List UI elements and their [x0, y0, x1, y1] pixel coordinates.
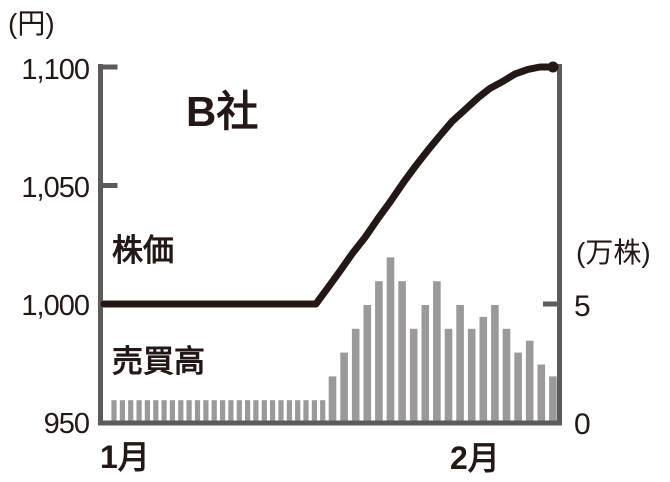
volume-bars: [111, 257, 557, 424]
volume-bar: [433, 281, 441, 424]
y-tick-label-1000: 1,000: [21, 290, 89, 322]
volume-bar: [111, 400, 117, 424]
volume-bar: [386, 257, 395, 424]
volume-bar: [253, 400, 259, 424]
price-series-label: 株価: [112, 233, 174, 268]
volume-bar: [153, 400, 159, 424]
chart-title: B社: [186, 88, 258, 135]
y-tick-label-950: 950: [44, 408, 89, 440]
volume-bar: [491, 305, 499, 424]
volume-bar: [311, 400, 317, 424]
volume-bar: [278, 400, 284, 424]
right-tick-label-5: 5: [574, 290, 591, 323]
price-line-end-dot: [547, 61, 559, 73]
volume-bar: [211, 400, 217, 424]
yen-unit-label: (円): [8, 8, 55, 39]
volume-series-label: 売買高: [112, 344, 205, 379]
volume-bar: [186, 400, 192, 424]
volume-bar: [203, 400, 209, 424]
volume-bar: [220, 400, 226, 424]
volume-bar: [295, 400, 301, 424]
volume-bar: [467, 328, 476, 424]
volume-bar: [375, 281, 383, 424]
volume-bar: [351, 328, 360, 424]
volume-bar: [228, 400, 234, 424]
volume-bar: [178, 400, 184, 424]
volume-bar: [194, 400, 201, 424]
y-tick-label-1050: 1,050: [21, 172, 89, 204]
volume-bar: [421, 305, 430, 424]
volume-bar: [479, 316, 488, 424]
volume-bar: [514, 352, 522, 424]
volume-bar: [245, 400, 251, 424]
volume-bar: [398, 281, 406, 424]
volume-bar: [261, 400, 267, 424]
volume-bar: [363, 305, 372, 424]
volume-bar: [144, 400, 150, 424]
volume-bar: [128, 400, 134, 424]
volume-bar: [456, 305, 464, 424]
volume-bar: [409, 328, 418, 424]
volume-bar: [119, 400, 125, 424]
volume-bar: [161, 400, 167, 424]
price-line: [100, 63, 557, 308]
month-label-feb: 2月: [450, 440, 500, 476]
volume-bar: [444, 328, 453, 424]
month-label-jan: 1月: [100, 439, 150, 475]
volume-bar: [286, 400, 292, 424]
volume-bar: [549, 376, 557, 424]
right-tick-label-0: 0: [574, 408, 591, 441]
volume-bar: [502, 328, 511, 424]
volume-bar: [303, 400, 309, 424]
volume-bar: [169, 400, 175, 424]
volume-bar: [270, 400, 276, 424]
share-unit-label: (万株): [576, 237, 651, 268]
volume-bar: [525, 340, 534, 424]
volume-bar: [537, 364, 546, 424]
volume-bar: [340, 352, 348, 424]
axes: [98, 64, 562, 426]
volume-bar: [136, 400, 142, 424]
volume-bar: [328, 376, 337, 424]
y-tick-label-1100: 1,100: [21, 54, 89, 86]
volume-bar: [320, 400, 326, 424]
volume-bar: [236, 400, 242, 424]
